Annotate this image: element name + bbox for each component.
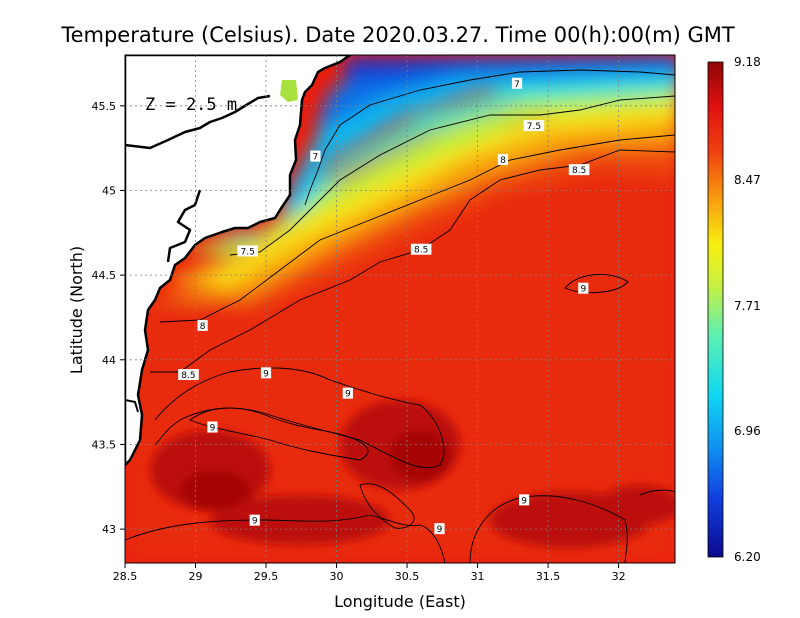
x-tick-label: 29 xyxy=(189,570,203,583)
contour-label: 8.5 xyxy=(181,371,195,381)
plot-area: 7 7 7.5 7.5 8 8 8.5 8.5 8.5 9 9 9 9 9 9 9 xyxy=(125,55,675,563)
contour-label-box xyxy=(497,153,509,165)
x-tick-label: 30 xyxy=(330,570,344,583)
contour-label-box xyxy=(260,367,272,379)
contour-label-box xyxy=(511,77,523,89)
y-axis-label: Latitude (North) xyxy=(67,246,86,374)
contour-label-box xyxy=(310,150,321,162)
y-tick-label: 45.5 xyxy=(92,100,117,113)
contour-9-south-east xyxy=(469,495,628,563)
colorbar-tick-label: 8.47 xyxy=(734,173,761,187)
contour-label: 8.5 xyxy=(414,246,428,256)
contour-label: 9 xyxy=(345,390,351,400)
gridlines xyxy=(125,55,675,563)
contour-label: 7.5 xyxy=(241,247,255,257)
contour-label: 7.5 xyxy=(527,122,541,132)
contour-7-5 xyxy=(229,95,675,256)
colorbar-scale xyxy=(707,61,724,558)
contour-label: 9 xyxy=(521,496,527,506)
y-tick-label: 45 xyxy=(102,184,116,197)
colorbar-tick-label: 7.71 xyxy=(734,299,761,313)
y-tick-label: 43.5 xyxy=(92,438,117,451)
contour-label: 8.5 xyxy=(572,166,586,176)
colorbar-tick-label: 9.18 xyxy=(734,55,761,69)
contour-label-box xyxy=(249,514,260,526)
contour-label-box xyxy=(519,494,530,506)
contour-label: 8 xyxy=(200,322,206,332)
x-tick-label: 31.5 xyxy=(536,570,561,583)
colorbar: 6.20 6.96 7.71 8.47 9.18 xyxy=(707,55,761,564)
contour-label: 9 xyxy=(252,517,258,527)
contour-9-south-west xyxy=(125,514,446,563)
plot-frame xyxy=(124,54,676,564)
x-tick-label: 30.5 xyxy=(395,570,420,583)
contour-8 xyxy=(159,134,675,323)
contour-label-box xyxy=(237,245,258,257)
contour-label: 8 xyxy=(500,156,506,166)
contour-label: 9 xyxy=(437,525,443,535)
x-tick-label: 29.5 xyxy=(254,570,279,583)
x-tick-label: 31 xyxy=(471,570,485,583)
contour-label: 7 xyxy=(313,153,319,163)
contour-label-box xyxy=(207,421,218,433)
land-mass xyxy=(125,55,352,467)
contour-9-inner-west xyxy=(189,407,369,461)
contour-label-box xyxy=(410,243,432,255)
contour-labels: 7 7 7.5 7.5 8 8 8.5 8.5 8.5 9 9 9 9 9 9 9 xyxy=(178,77,590,535)
depth-label: Z = 2.5 m xyxy=(145,95,237,115)
contour-label: 9 xyxy=(210,424,216,434)
contour-label: 9 xyxy=(263,369,269,379)
contour-label-box xyxy=(197,319,208,331)
contour-9-far-east xyxy=(639,489,675,496)
contour-label-box xyxy=(434,523,445,535)
x-tick-label: 28.5 xyxy=(113,570,138,583)
contour-9-south-mid xyxy=(359,483,415,529)
x-tick-label: 32 xyxy=(612,570,626,583)
chart-title: Temperature (Celsius). Date 2020.03.27. … xyxy=(60,23,735,47)
contour-label: 9 xyxy=(580,285,586,295)
contour-label: 7 xyxy=(514,80,520,90)
contour-label-box xyxy=(342,387,353,399)
contour-label-box xyxy=(568,164,590,176)
colorbar-ticks: 6.20 6.96 7.71 8.47 9.18 xyxy=(734,55,761,564)
y-axis: 43 43.5 44 44.5 45 45.5 xyxy=(92,100,125,536)
contour-label-box xyxy=(578,282,589,294)
contour-label-box xyxy=(523,120,545,132)
contour-7 xyxy=(304,69,675,206)
colorbar-tick-label: 6.20 xyxy=(734,550,761,564)
contour-label-box xyxy=(178,369,199,381)
temperature-field xyxy=(125,55,675,563)
x-axis-label: Longitude (East) xyxy=(334,592,466,611)
colorbar-tick-label: 6.96 xyxy=(734,424,761,438)
y-tick-label: 43 xyxy=(102,523,116,536)
x-axis: 28.5 29 29.5 30 30.5 31 31.5 32 xyxy=(113,563,626,583)
y-tick-label: 44 xyxy=(102,354,116,367)
y-tick-label: 44.5 xyxy=(92,269,117,282)
